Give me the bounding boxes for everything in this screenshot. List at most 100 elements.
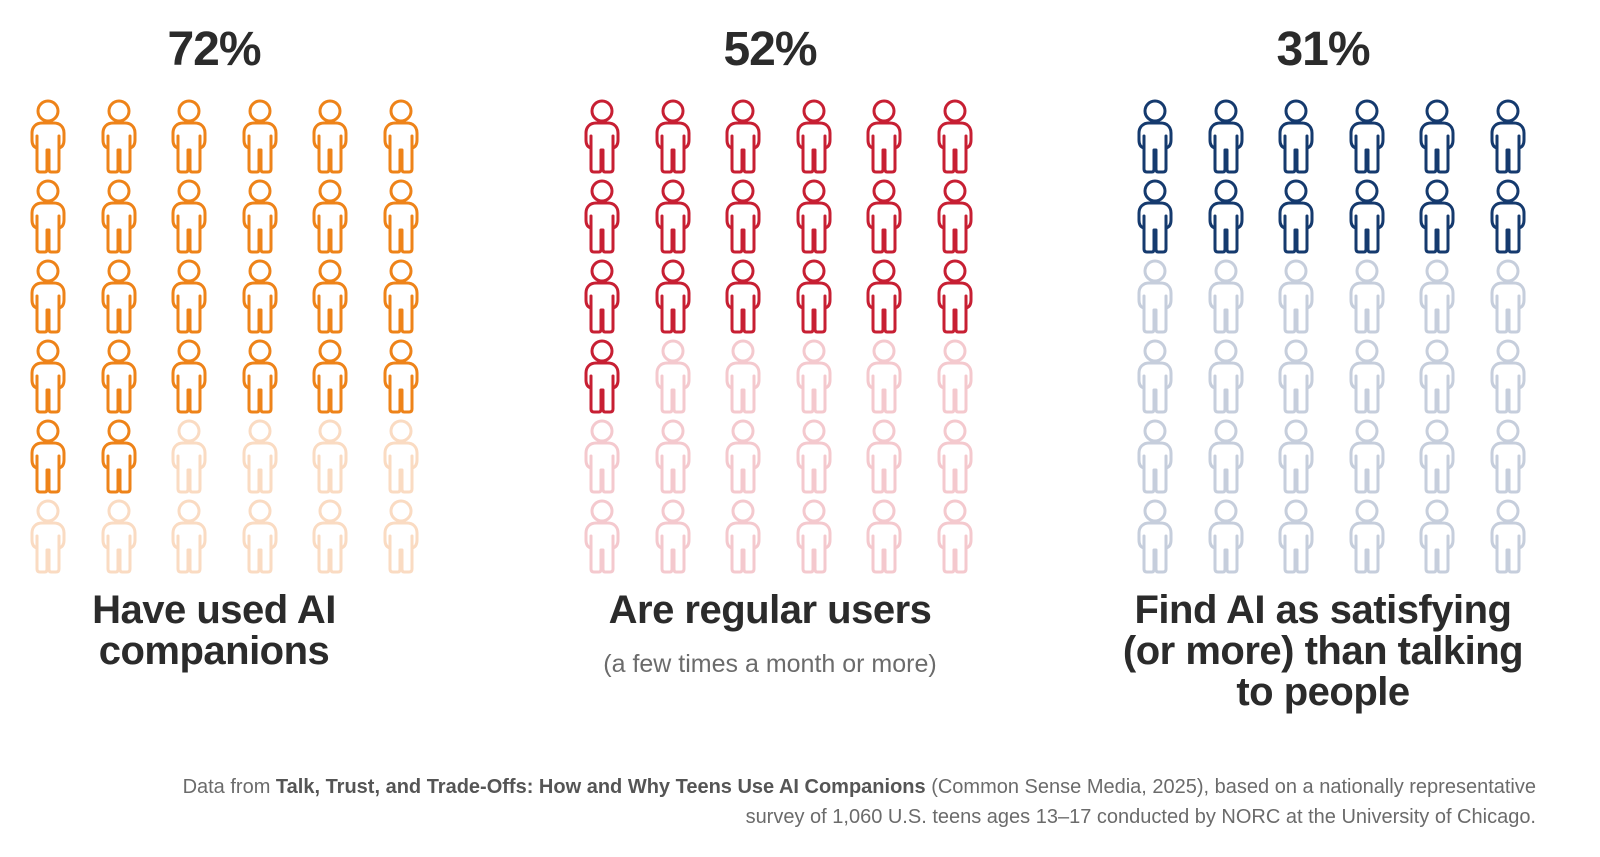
person-icon-empty bbox=[242, 499, 277, 574]
person-icon-filled bbox=[655, 99, 690, 174]
person-icon-filled bbox=[1419, 179, 1455, 254]
person-icon-filled bbox=[30, 339, 66, 414]
person-icon-empty bbox=[796, 499, 831, 574]
person-icon-empty bbox=[383, 499, 418, 574]
person-icon-empty bbox=[866, 499, 902, 574]
person-icon-filled bbox=[1137, 179, 1173, 254]
person-icon-empty bbox=[1278, 339, 1314, 414]
person-icon-filled bbox=[171, 259, 207, 334]
person-icon-empty bbox=[937, 419, 972, 494]
person-icon-filled bbox=[584, 179, 620, 254]
panel-sublabel: (a few times a month or more) bbox=[603, 650, 937, 678]
person-icon-filled bbox=[101, 259, 136, 334]
person-icon-filled bbox=[725, 99, 761, 174]
person-icon-filled bbox=[1419, 99, 1455, 174]
person-icon-empty bbox=[312, 419, 348, 494]
person-icon-empty bbox=[1349, 499, 1384, 574]
person-icon-filled bbox=[1137, 99, 1173, 174]
person-icon-empty bbox=[796, 419, 831, 494]
person-icon-empty bbox=[30, 499, 66, 574]
source-line-2: survey of 1,060 U.S. teens ages 13–17 co… bbox=[745, 806, 1536, 828]
person-icon-filled bbox=[101, 419, 136, 494]
person-icon-empty bbox=[312, 499, 348, 574]
person-icon-empty bbox=[1349, 419, 1384, 494]
person-icon-empty bbox=[171, 419, 207, 494]
panel-label: Are regular users bbox=[608, 588, 932, 632]
person-icon-filled bbox=[655, 179, 690, 254]
person-icon-empty bbox=[1349, 339, 1384, 414]
person-icon-filled bbox=[1349, 179, 1384, 254]
person-icon-filled bbox=[1208, 99, 1243, 174]
person-icon-filled bbox=[937, 99, 972, 174]
source-note: Data from Talk, Trust, and Trade-Offs: H… bbox=[16, 772, 1536, 832]
person-icon-empty bbox=[866, 339, 902, 414]
person-icon-filled bbox=[101, 99, 136, 174]
person-icon-filled bbox=[242, 259, 277, 334]
panel-percent: 52% bbox=[723, 23, 817, 76]
person-icon-empty bbox=[1349, 259, 1384, 334]
person-icon-filled bbox=[1349, 99, 1384, 174]
person-icon-empty bbox=[725, 499, 761, 574]
panel-label: Have used AI companions bbox=[92, 588, 336, 673]
person-icon-empty bbox=[1490, 419, 1525, 494]
person-icon-filled bbox=[30, 419, 66, 494]
person-icon-filled bbox=[655, 259, 690, 334]
person-icon-empty bbox=[1278, 419, 1314, 494]
person-icon-filled bbox=[312, 179, 348, 254]
person-icon-filled bbox=[171, 99, 207, 174]
person-icon-empty bbox=[866, 419, 902, 494]
person-icon-filled bbox=[866, 259, 902, 334]
person-icon-filled bbox=[937, 179, 972, 254]
person-icon-empty bbox=[1419, 499, 1455, 574]
person-icon-filled bbox=[242, 179, 277, 254]
person-icon-filled bbox=[796, 179, 831, 254]
person-icon-filled bbox=[171, 179, 207, 254]
person-icon-filled bbox=[725, 259, 761, 334]
person-icon-empty bbox=[655, 339, 690, 414]
person-icon-empty bbox=[1419, 259, 1455, 334]
panel-percent: 31% bbox=[1276, 23, 1370, 76]
person-icon-empty bbox=[655, 499, 690, 574]
person-icon-filled bbox=[383, 99, 418, 174]
person-icon-filled bbox=[30, 179, 66, 254]
person-icon-filled bbox=[312, 339, 348, 414]
person-icon-filled bbox=[796, 99, 831, 174]
person-icon-filled bbox=[1490, 179, 1525, 254]
person-icon-empty bbox=[725, 419, 761, 494]
person-icon-empty bbox=[171, 499, 207, 574]
panel-have-used: 72% Have used AI companions bbox=[0, 0, 474, 740]
person-icon-empty bbox=[1278, 499, 1314, 574]
person-icon-filled bbox=[584, 259, 620, 334]
person-icon-empty bbox=[1137, 419, 1173, 494]
person-icon-filled bbox=[171, 339, 207, 414]
person-icon-filled bbox=[312, 259, 348, 334]
panel-satisfying: 31% Find AI as satisfying (or more) than… bbox=[1063, 0, 1583, 740]
person-icon-empty bbox=[584, 499, 620, 574]
panel-regular-users: 52% Are regular users (a few times a mon… bbox=[510, 0, 1030, 740]
person-icon-empty bbox=[1490, 499, 1525, 574]
person-icon-empty bbox=[242, 419, 277, 494]
report-title: Talk, Trust, and Trade-Offs: How and Why… bbox=[275, 776, 926, 798]
person-icon-empty bbox=[725, 339, 761, 414]
person-icon-filled bbox=[383, 259, 418, 334]
person-icon-empty bbox=[1208, 339, 1243, 414]
person-icon-filled bbox=[866, 179, 902, 254]
person-icon-empty bbox=[383, 419, 418, 494]
person-icon-empty bbox=[1208, 419, 1243, 494]
person-icon-filled bbox=[101, 179, 136, 254]
person-icon-filled bbox=[30, 259, 66, 334]
person-icon-filled bbox=[383, 179, 418, 254]
person-icon-filled bbox=[584, 339, 620, 414]
person-icon-filled bbox=[242, 99, 277, 174]
person-icon-empty bbox=[937, 499, 972, 574]
person-icon-filled bbox=[1278, 99, 1314, 174]
person-icon-empty bbox=[1419, 419, 1455, 494]
person-icon-filled bbox=[1278, 179, 1314, 254]
person-icon-filled bbox=[937, 259, 972, 334]
person-icon-filled bbox=[30, 99, 66, 174]
panel-percent: 72% bbox=[167, 23, 261, 76]
person-icon-empty bbox=[1490, 259, 1525, 334]
person-icon-filled bbox=[242, 339, 277, 414]
person-icon-filled bbox=[312, 99, 348, 174]
person-icon-filled bbox=[1208, 179, 1243, 254]
